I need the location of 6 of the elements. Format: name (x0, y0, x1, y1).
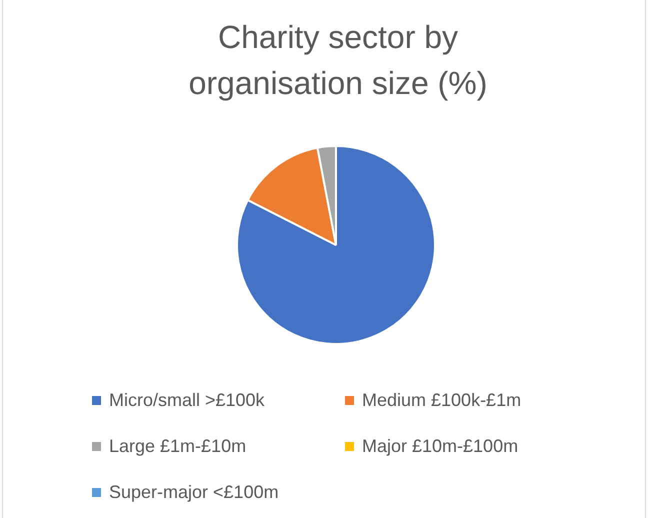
legend-label: Micro/small >£100k (109, 390, 265, 410)
legend-label: Medium £100k-£1m (362, 390, 522, 410)
legend-label: Major £10m-£100m (362, 436, 518, 456)
chart-title: Charity sector by organisation size (%) (188, 18, 488, 103)
legend-label: Large £1m-£10m (109, 436, 246, 456)
legend-label: Super-major <£100m (109, 482, 279, 502)
